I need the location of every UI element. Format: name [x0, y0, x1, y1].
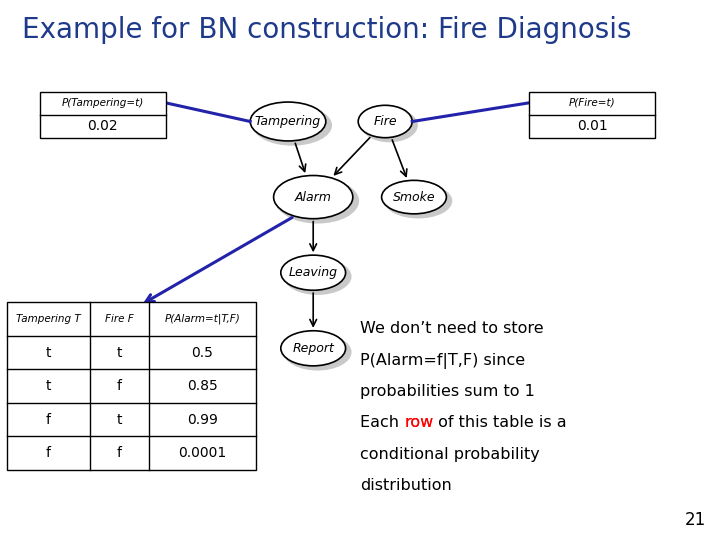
Text: f: f	[46, 446, 51, 460]
Ellipse shape	[276, 178, 359, 224]
Text: 21: 21	[684, 511, 706, 529]
Text: probabilities sum to 1: probabilities sum to 1	[360, 384, 535, 399]
Text: 0.85: 0.85	[187, 379, 217, 393]
Text: t: t	[117, 413, 122, 427]
Text: f: f	[117, 446, 122, 460]
Text: Example for BN construction: Fire Diagnosis: Example for BN construction: Fire Diagno…	[22, 16, 631, 44]
Text: t: t	[117, 346, 122, 360]
FancyBboxPatch shape	[529, 92, 655, 138]
Text: 0.02: 0.02	[87, 119, 118, 133]
Ellipse shape	[281, 255, 346, 291]
Text: Each: Each	[360, 415, 404, 430]
Text: Tampering T: Tampering T	[17, 314, 81, 324]
Text: P(Alarm=t|T,F): P(Alarm=t|T,F)	[164, 314, 240, 325]
Ellipse shape	[251, 102, 325, 141]
Text: t: t	[46, 346, 51, 360]
Ellipse shape	[284, 258, 351, 295]
Ellipse shape	[359, 105, 413, 138]
Ellipse shape	[384, 183, 452, 219]
FancyBboxPatch shape	[7, 302, 256, 470]
Text: of this table is a: of this table is a	[433, 415, 567, 430]
Ellipse shape	[274, 176, 353, 219]
FancyBboxPatch shape	[40, 92, 166, 138]
Text: f: f	[117, 379, 122, 393]
Ellipse shape	[284, 334, 351, 370]
Text: Fire F: Fire F	[105, 314, 134, 324]
Text: We don’t need to store: We don’t need to store	[360, 321, 544, 336]
Text: Leaving: Leaving	[289, 266, 338, 279]
Text: Alarm: Alarm	[294, 191, 332, 204]
Text: row: row	[404, 415, 433, 430]
Text: row: row	[404, 415, 433, 430]
Ellipse shape	[253, 105, 332, 146]
Text: t: t	[46, 379, 51, 393]
Text: Report: Report	[292, 342, 334, 355]
Text: Smoke: Smoke	[392, 191, 436, 204]
Text: P(Tampering=t): P(Tampering=t)	[61, 98, 144, 108]
Ellipse shape	[281, 330, 346, 366]
Ellipse shape	[382, 180, 446, 214]
Text: P(Fire=t): P(Fire=t)	[569, 98, 616, 108]
Text: conditional probability: conditional probability	[360, 447, 540, 462]
Text: f: f	[46, 413, 51, 427]
Text: distribution: distribution	[360, 478, 451, 493]
Text: P(Alarm=f|T,F) since: P(Alarm=f|T,F) since	[360, 353, 525, 369]
Text: 0.99: 0.99	[187, 413, 217, 427]
Text: Tampering: Tampering	[255, 115, 321, 128]
Text: Fire: Fire	[374, 115, 397, 128]
Ellipse shape	[361, 108, 418, 142]
Text: 0.5: 0.5	[192, 346, 213, 360]
Text: 0.01: 0.01	[577, 119, 608, 133]
Text: 0.0001: 0.0001	[178, 446, 227, 460]
